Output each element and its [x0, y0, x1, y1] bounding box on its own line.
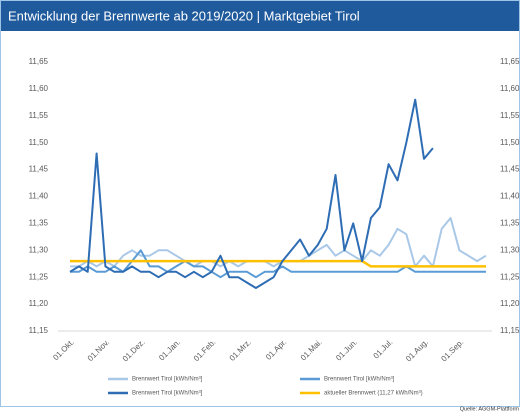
- y2-tick-label: 11,45: [500, 165, 520, 174]
- y-tick-label: 11,55: [29, 111, 49, 120]
- y-tick-label: 11,40: [29, 192, 49, 201]
- y2-tick-label: 11,15: [500, 326, 520, 335]
- y2-tick-label: 11,20: [500, 299, 520, 308]
- legend-label: Brennwert Tirol [kWh/Nm³]: [132, 391, 203, 397]
- y-tick-label: 11,60: [29, 84, 49, 93]
- series-line: [70, 217, 487, 268]
- y-tick-label: 11,25: [29, 272, 49, 281]
- y-tick-label: 11,45: [29, 165, 49, 174]
- y2-tick-label: 11,30: [500, 245, 520, 254]
- y2-tick-label: 11,35: [500, 219, 520, 228]
- y2-tick-label: 11,25: [500, 272, 520, 281]
- y2-tick-label: 11,50: [500, 138, 520, 147]
- y-tick-label: 11,20: [29, 299, 49, 308]
- series-line: [69, 98, 434, 289]
- y2-tick-label: 11,55: [500, 111, 520, 120]
- y2-tick-label: 11,65: [500, 57, 520, 66]
- legend-label: Brennwert Tirol [kWh/Nm³]: [324, 377, 395, 383]
- y-tick-label: 11,65: [29, 57, 49, 66]
- y2-tick-label: 11,60: [500, 84, 520, 93]
- legend-label: Brennwert Tirol [kWh/Nm³]: [132, 377, 203, 383]
- y-tick-label: 11,15: [29, 326, 49, 335]
- chart-title: Entwicklung der Brennwerte ab 2019/2020 …: [8, 8, 360, 23]
- legend-label: aktueller Brennwert (11,27 kWh/Nm³): [324, 391, 423, 397]
- y-tick-label: 11,35: [29, 219, 49, 228]
- y-tick-label: 11,50: [29, 138, 49, 147]
- header-bar: [1, 1, 519, 31]
- y2-tick-label: 11,40: [500, 192, 520, 201]
- series-line: [70, 259, 486, 268]
- y-tick-label: 11,30: [29, 245, 49, 254]
- source: Quelle: AGGM-Plattform: [460, 406, 520, 412]
- frame: [0, 0, 520, 407]
